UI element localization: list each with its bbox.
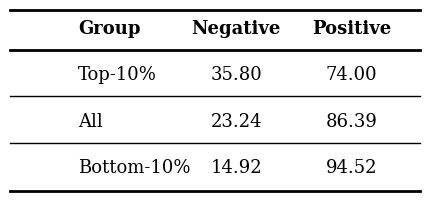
Text: Positive: Positive: [312, 20, 391, 38]
Text: 86.39: 86.39: [326, 113, 378, 131]
Text: Top-10%: Top-10%: [78, 66, 157, 84]
Text: 14.92: 14.92: [211, 159, 262, 177]
Text: Group: Group: [78, 20, 141, 38]
Text: 35.80: 35.80: [211, 66, 262, 84]
Text: Bottom-10%: Bottom-10%: [78, 159, 191, 177]
Text: 94.52: 94.52: [326, 159, 378, 177]
Text: 74.00: 74.00: [326, 66, 378, 84]
Text: All: All: [78, 113, 103, 131]
Text: 23.24: 23.24: [211, 113, 262, 131]
Text: Negative: Negative: [192, 20, 281, 38]
